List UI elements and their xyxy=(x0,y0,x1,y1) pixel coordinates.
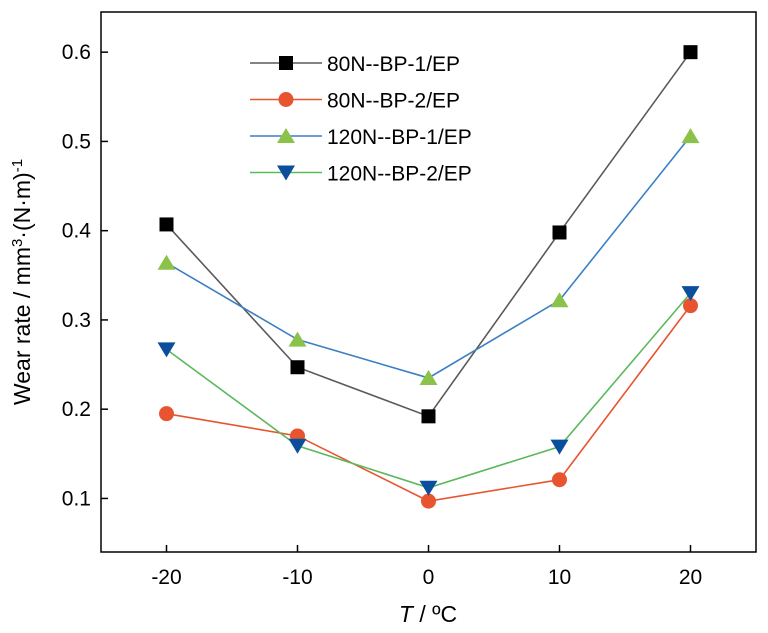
series-square xyxy=(159,45,698,424)
y-tick-label: 0.4 xyxy=(62,220,92,243)
x-tick-label: -10 xyxy=(282,566,312,589)
y-axis-title: Wear rate / mm3·(N·m)-1 xyxy=(9,159,35,405)
data-point-circle xyxy=(159,406,174,422)
legend-label: 80N--BP-2/EP xyxy=(327,90,460,113)
data-point-triangle-up xyxy=(681,128,700,144)
x-axis-title: T / ºC xyxy=(399,601,457,627)
series-circle xyxy=(159,298,698,509)
data-point-square xyxy=(290,360,305,375)
data-point-triangle-up xyxy=(419,369,438,385)
data-point-triangle-up xyxy=(288,331,307,347)
y-tick-label: 0.5 xyxy=(62,130,91,153)
x-tick-label: 0 xyxy=(423,566,435,589)
series-layer xyxy=(157,45,700,509)
legend-label: 80N--BP-1/EP xyxy=(327,53,460,76)
y-axis-title-sup1: 3 xyxy=(9,239,26,247)
series-triangle-up xyxy=(157,128,700,385)
legend-item: 120N--BP-2/EP xyxy=(250,163,472,186)
data-point-square xyxy=(683,45,698,60)
legend-label: 120N--BP-2/EP xyxy=(327,163,472,186)
data-point-square xyxy=(421,409,436,424)
series-line xyxy=(166,305,692,502)
data-point-triangle-down xyxy=(681,286,700,302)
legend-label: 120N--BP-1/EP xyxy=(327,126,472,149)
y-tick-label: 0.2 xyxy=(62,398,91,421)
y-axis-title-main: Wear rate / mm xyxy=(9,247,35,405)
data-point-circle xyxy=(421,493,436,509)
legend-item: 80N--BP-2/EP xyxy=(250,90,460,113)
data-point-square xyxy=(159,217,174,232)
legend-marker xyxy=(277,165,295,181)
data-point-circle xyxy=(683,298,698,314)
data-point-triangle-up xyxy=(550,292,569,308)
x-axis-unit: / ºC xyxy=(413,601,457,627)
y-axis-title-sup2: -1 xyxy=(9,159,26,172)
data-point-triangle-down xyxy=(550,439,569,455)
data-point-triangle-down xyxy=(419,480,438,496)
data-point-circle xyxy=(552,472,567,488)
legend-marker xyxy=(277,128,295,143)
series-triangle-down xyxy=(157,286,700,496)
series-line xyxy=(166,292,692,489)
x-tick-label: 10 xyxy=(548,566,571,589)
y-axis-ticks: 0.1 0.2 0.3 0.4 0.5 0.6 xyxy=(62,41,108,510)
legend-marker xyxy=(278,92,294,107)
y-tick-label: 0.1 xyxy=(62,487,91,510)
legend-item: 120N--BP-1/EP xyxy=(250,126,472,149)
legend: 80N--BP-1/EP 80N--BP-2/EP 120N--BP-1/EP 120… xyxy=(250,53,472,186)
data-point-triangle-down xyxy=(288,438,307,454)
x-axis-ticks: -20 -10 0 10 20 xyxy=(151,545,702,589)
y-tick-label: 0.3 xyxy=(62,309,91,332)
data-point-triangle-up xyxy=(157,254,176,270)
data-point-square xyxy=(552,225,567,240)
y-axis-title-mid: ·(N·m) xyxy=(9,172,35,238)
data-point-triangle-down xyxy=(157,342,176,358)
x-tick-label: 20 xyxy=(679,566,702,589)
legend-marker xyxy=(279,56,293,70)
x-axis-variable: T xyxy=(399,601,415,627)
x-tick-label: -20 xyxy=(151,566,181,589)
y-tick-label: 0.6 xyxy=(62,41,91,64)
legend-item: 80N--BP-1/EP xyxy=(250,53,460,76)
